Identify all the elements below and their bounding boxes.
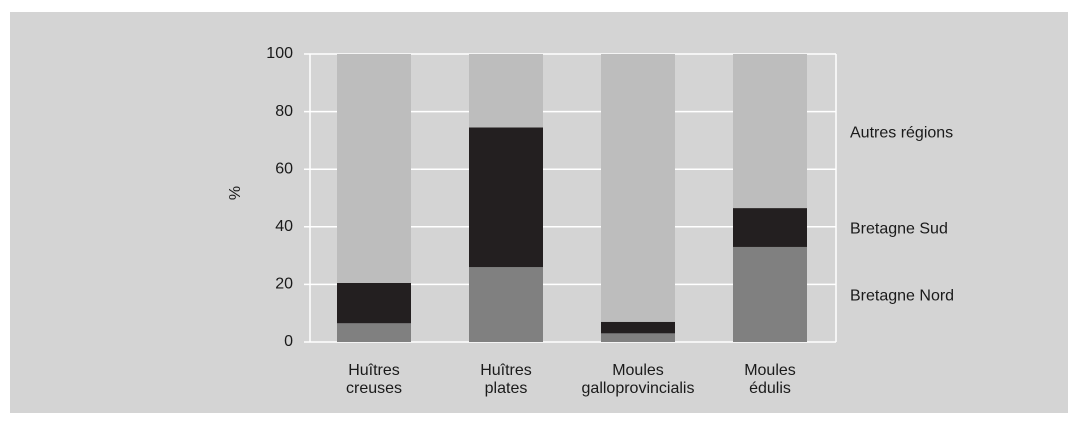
bar-segment [337,282,411,324]
bar-segment [337,323,411,342]
legend-label: Autres régions [850,124,953,141]
bar-segment [733,246,807,342]
bar-segment [337,54,411,283]
bar-segment [601,54,675,322]
y-axis-label: % [227,186,244,200]
bar-segment [601,333,675,342]
y-tick-label: 80 [275,103,293,120]
bar-segment [469,54,543,128]
bar-segment [469,267,543,342]
x-tick-label: Huîtres plates [480,362,532,397]
y-tick-label: 20 [275,276,293,293]
bar-segment [733,54,807,209]
bar-segment [601,321,675,334]
legend-label: Bretagne Nord [850,288,954,305]
x-tick-label: Moules galloprovincialis [582,362,695,397]
y-tick-label: 0 [284,333,293,350]
bar-segment [733,208,807,247]
y-tick-label: 60 [275,160,293,177]
bar-segment [469,127,543,268]
y-tick-label: 100 [266,45,293,62]
y-tick-label: 40 [275,218,293,235]
x-tick-label: Huîtres creuses [346,362,402,397]
legend-label: Bretagne Sud [850,221,948,238]
x-tick-label: Moules édulis [744,362,796,397]
